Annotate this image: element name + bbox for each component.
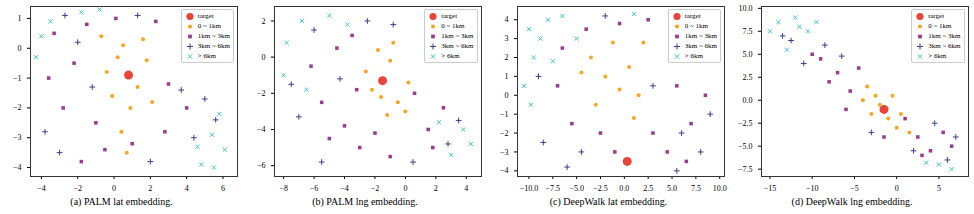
- svg-text:0.0: 0.0: [742, 96, 752, 105]
- svg-text:3: 3: [505, 34, 509, 43]
- svg-text:10.0: 10.0: [713, 184, 727, 192]
- svg-text:2.5: 2.5: [742, 73, 752, 82]
- svg-text:−10: −10: [805, 184, 818, 192]
- svg-text:−5: −5: [850, 184, 859, 192]
- svg-text:0: 0: [18, 44, 22, 53]
- svg-text:−1: −1: [13, 74, 22, 83]
- svg-text:−2.5: −2.5: [737, 119, 752, 128]
- svg-text:−5.0: −5.0: [737, 142, 752, 151]
- svg-text:0: 0: [894, 184, 898, 192]
- svg-text:−2: −2: [500, 129, 509, 138]
- svg-text:−2: −2: [370, 184, 379, 192]
- html-text:3km ~ 6km: 3km ~ 6km: [197, 42, 230, 50]
- svg-text:0: 0: [505, 91, 509, 100]
- svg-text:2: 2: [505, 53, 509, 62]
- svg-text:−7.5: −7.5: [737, 165, 752, 174]
- html-text:3km ~ 6km: 3km ~ 6km: [928, 42, 961, 50]
- html-text:(b) PALM lng embedding.: (b) PALM lng embedding.: [312, 196, 418, 207]
- svg-text:5: 5: [936, 184, 940, 192]
- svg-text:−10.0: −10.0: [520, 184, 539, 192]
- html-text:0 ~ 1km: 0 ~ 1km: [441, 22, 465, 30]
- svg-text:−3: −3: [500, 148, 509, 157]
- html-text:1km ~ 3km: 1km ~ 3km: [684, 32, 717, 40]
- svg-text:6: 6: [221, 184, 225, 192]
- svg-text:−4: −4: [37, 184, 46, 192]
- svg-text:−3: −3: [13, 133, 22, 142]
- svg-text:2: 2: [148, 184, 152, 192]
- html-text:> 6km: > 6km: [441, 52, 460, 60]
- html-text:0 ~ 1km: 0 ~ 1km: [684, 22, 708, 30]
- svg-text:5.0: 5.0: [742, 50, 752, 59]
- svg-text:−7.5: −7.5: [546, 184, 561, 192]
- svg-text:−6: −6: [256, 161, 265, 170]
- svg-text:2.5: 2.5: [643, 184, 653, 192]
- svg-text:−15: −15: [763, 184, 776, 192]
- svg-text:4: 4: [464, 184, 468, 192]
- svg-text:−4: −4: [13, 163, 22, 172]
- svg-text:−2: −2: [256, 89, 265, 98]
- svg-text:4: 4: [185, 184, 189, 192]
- html-text:(a) PALM lat embedding.: (a) PALM lat embedding.: [70, 196, 173, 207]
- html-text:1km ~ 3km: 1km ~ 3km: [928, 32, 961, 40]
- html-text:0 ~ 1km: 0 ~ 1km: [197, 22, 221, 30]
- svg-text:1: 1: [505, 72, 509, 81]
- svg-text:4: 4: [505, 15, 509, 24]
- svg-text:−8: −8: [279, 184, 288, 192]
- html-text:3km ~ 6km: 3km ~ 6km: [684, 42, 717, 50]
- svg-text:10.0: 10.0: [738, 4, 752, 13]
- svg-text:−4: −4: [340, 184, 349, 192]
- svg-text:−4: −4: [500, 166, 509, 175]
- html-text:target: target: [441, 12, 458, 20]
- html-text:(d) DeepWalk lng embedding.: (d) DeepWalk lng embedding.: [791, 196, 913, 207]
- html-text:(c) DeepWalk lat embedding.: (c) DeepWalk lat embedding.: [549, 196, 668, 207]
- svg-text:5.0: 5.0: [667, 184, 677, 192]
- svg-text:−2: −2: [73, 184, 82, 192]
- html-text:1km ~ 3km: 1km ~ 3km: [197, 32, 230, 40]
- svg-text:0: 0: [261, 53, 265, 62]
- svg-text:−2: −2: [13, 103, 22, 112]
- svg-text:0: 0: [403, 184, 407, 192]
- html-text:1km ~ 3km: 1km ~ 3km: [441, 32, 474, 40]
- svg-text:7.5: 7.5: [691, 184, 701, 192]
- html-text:target: target: [928, 12, 945, 20]
- svg-text:−2.5: −2.5: [593, 184, 608, 192]
- html-text:target: target: [197, 12, 214, 20]
- svg-text:0: 0: [112, 184, 116, 192]
- html-text:0 ~ 1km: 0 ~ 1km: [928, 22, 952, 30]
- html-text:> 6km: > 6km: [197, 52, 216, 60]
- svg-text:−4: −4: [256, 125, 265, 134]
- svg-text:−5.0: −5.0: [569, 184, 584, 192]
- svg-text:1: 1: [18, 14, 22, 23]
- svg-text:−1: −1: [500, 110, 509, 119]
- svg-text:7.5: 7.5: [742, 27, 752, 36]
- svg-text:0.0: 0.0: [619, 184, 629, 192]
- svg-text:2: 2: [261, 17, 265, 26]
- html-text:3km ~ 6km: 3km ~ 6km: [441, 42, 474, 50]
- html-text:> 6km: > 6km: [684, 52, 703, 60]
- html-text:> 6km: > 6km: [928, 52, 947, 60]
- html-text:target: target: [684, 12, 701, 20]
- svg-text:2: 2: [433, 184, 437, 192]
- svg-text:−6: −6: [309, 184, 318, 192]
